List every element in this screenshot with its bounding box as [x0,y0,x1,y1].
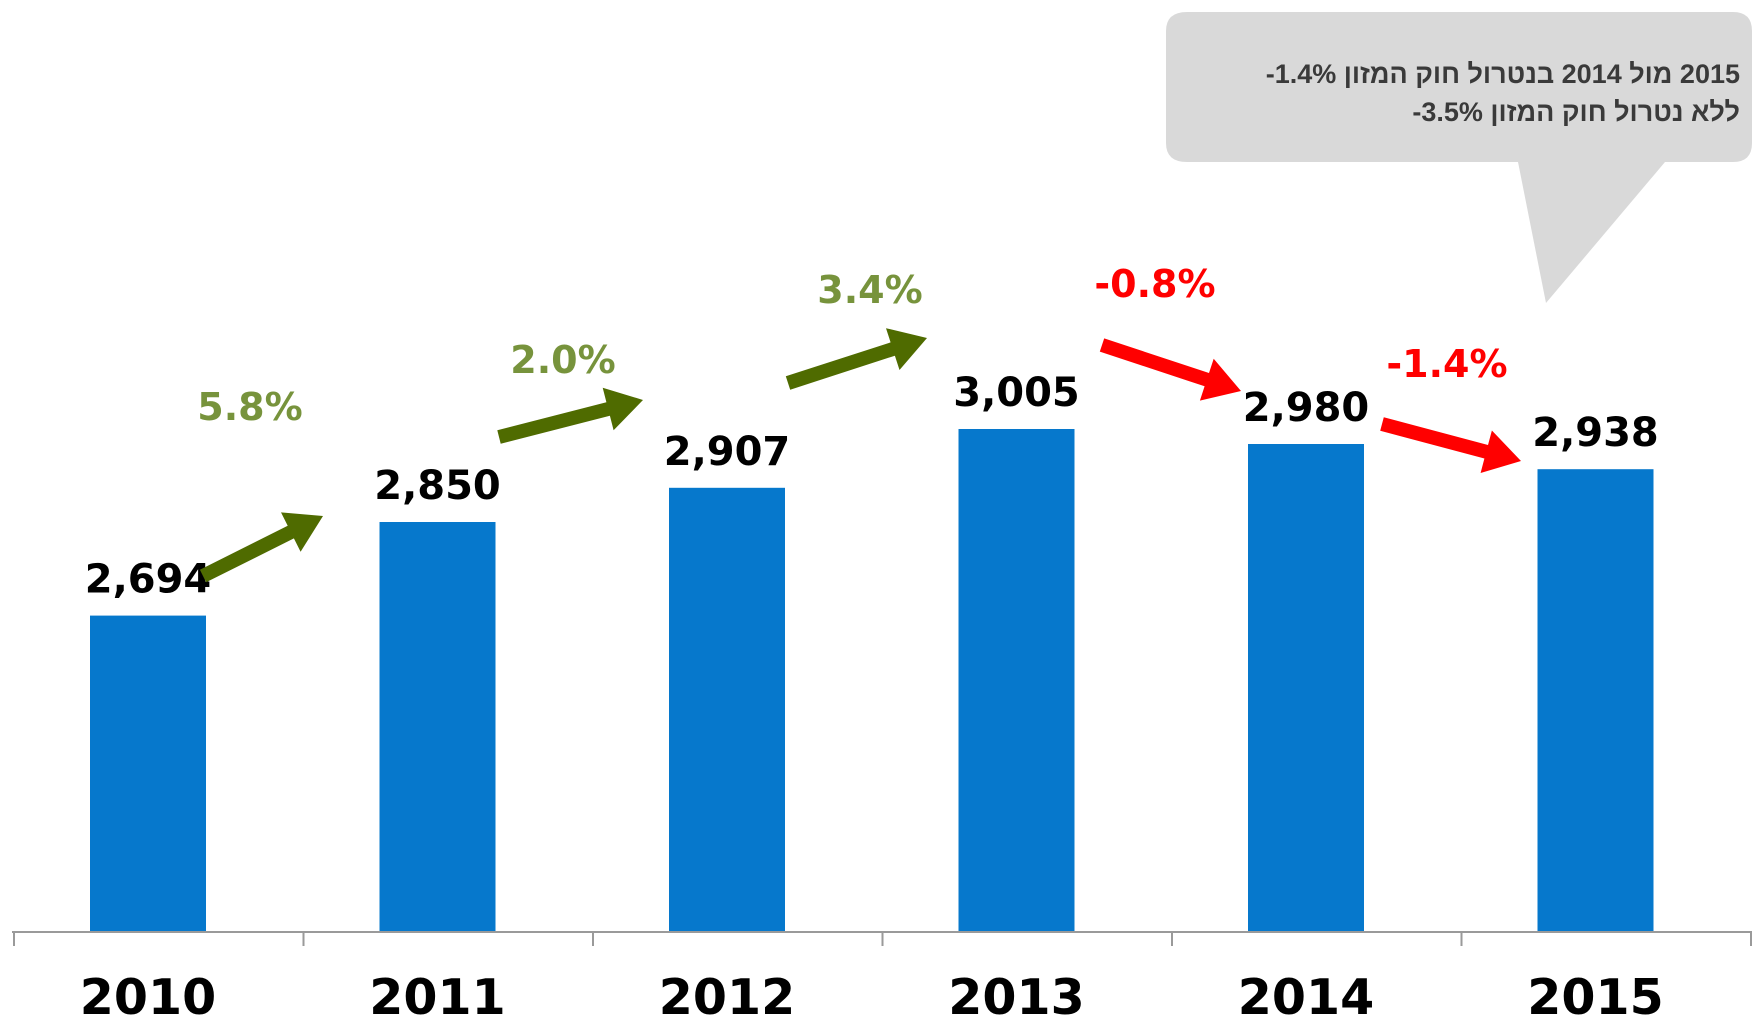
change-arrow-2015 [1380,417,1521,473]
change-arrow-2012 [497,387,643,444]
change-label-2015: -1.4% [1386,342,1507,386]
value-label-2012: 2,907 [664,429,791,475]
category-label-2010: 2010 [80,969,216,1021]
bar-2010 [90,615,206,932]
category-label-2015: 2015 [1527,969,1663,1021]
change-label-2011: 5.8% [197,385,302,429]
callout-bubble [1166,12,1752,303]
category-label-2013: 2013 [948,969,1084,1021]
change-label-2013: 3.4% [817,268,922,312]
change-label-2012: 2.0% [510,338,615,382]
bar-2014 [1248,444,1364,932]
bar-2013 [958,429,1075,932]
value-label-2015: 2,938 [1532,410,1659,456]
change-arrow-2013 [785,328,927,390]
category-label-2014: 2014 [1238,969,1374,1021]
change-label-2014: -0.8% [1094,262,1215,306]
bar-2015 [1537,469,1654,932]
callout-line-2: ללא נטרול חוק המזון 3.5%- [1412,97,1740,127]
callout-text: 2015 מול 2014 בנטרול חוק המזון 1.4%- ללא… [1180,55,1740,131]
value-label-2014: 2,980 [1243,385,1370,431]
value-label-2011: 2,850 [374,463,501,509]
category-label-2011: 2011 [369,969,505,1021]
value-label-2013: 3,005 [953,370,1080,416]
callout-line-1: 2015 מול 2014 בנטרול חוק המזון 1.4%- [1265,59,1740,89]
change-arrow-2014 [1099,338,1241,401]
value-label-2010: 2,694 [85,557,212,603]
bar-2011 [379,522,496,932]
change-arrow-2011 [199,512,323,583]
category-label-2012: 2012 [659,969,795,1021]
bar-2012 [669,487,785,932]
